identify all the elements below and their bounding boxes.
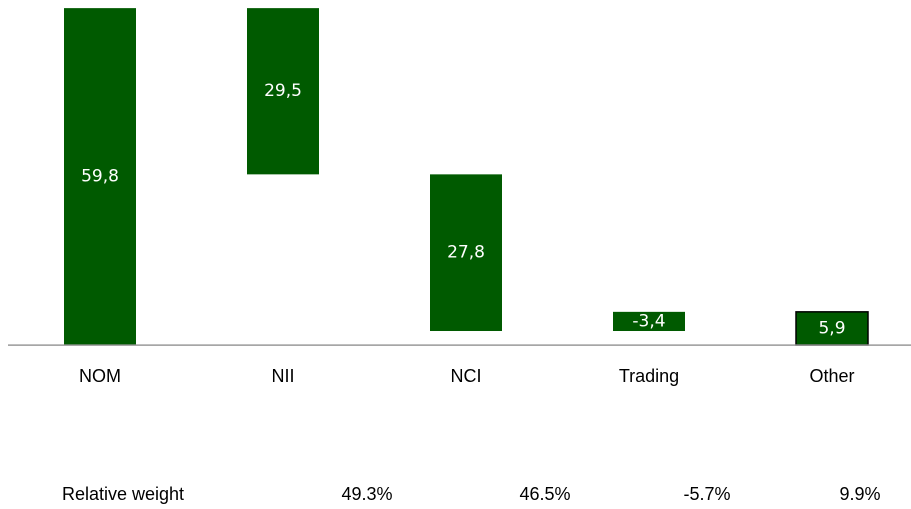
x-tick-label: NOM bbox=[79, 366, 121, 386]
relative-weight: -5.7% bbox=[683, 484, 730, 504]
bar bbox=[430, 174, 502, 332]
relative-weight: 9.9% bbox=[839, 484, 880, 504]
x-tick-label: NII bbox=[271, 366, 294, 386]
data-label: 27,8 bbox=[447, 243, 485, 263]
relative-weight: 46.5% bbox=[519, 484, 570, 504]
bar bbox=[64, 8, 136, 346]
bar bbox=[613, 311, 685, 332]
data-label: -3,4 bbox=[632, 311, 665, 331]
data-label: 5,9 bbox=[818, 318, 845, 338]
data-label: 29,5 bbox=[264, 81, 302, 101]
row-label: Relative weight bbox=[62, 484, 184, 504]
x-tick-label: NCI bbox=[451, 366, 482, 386]
bar bbox=[795, 311, 869, 346]
bar bbox=[247, 8, 319, 175]
data-label: 59,8 bbox=[81, 167, 119, 187]
x-tick-label: Other bbox=[809, 366, 854, 386]
relative-weight: 49.3% bbox=[341, 484, 392, 504]
x-tick-label: Trading bbox=[619, 366, 679, 386]
